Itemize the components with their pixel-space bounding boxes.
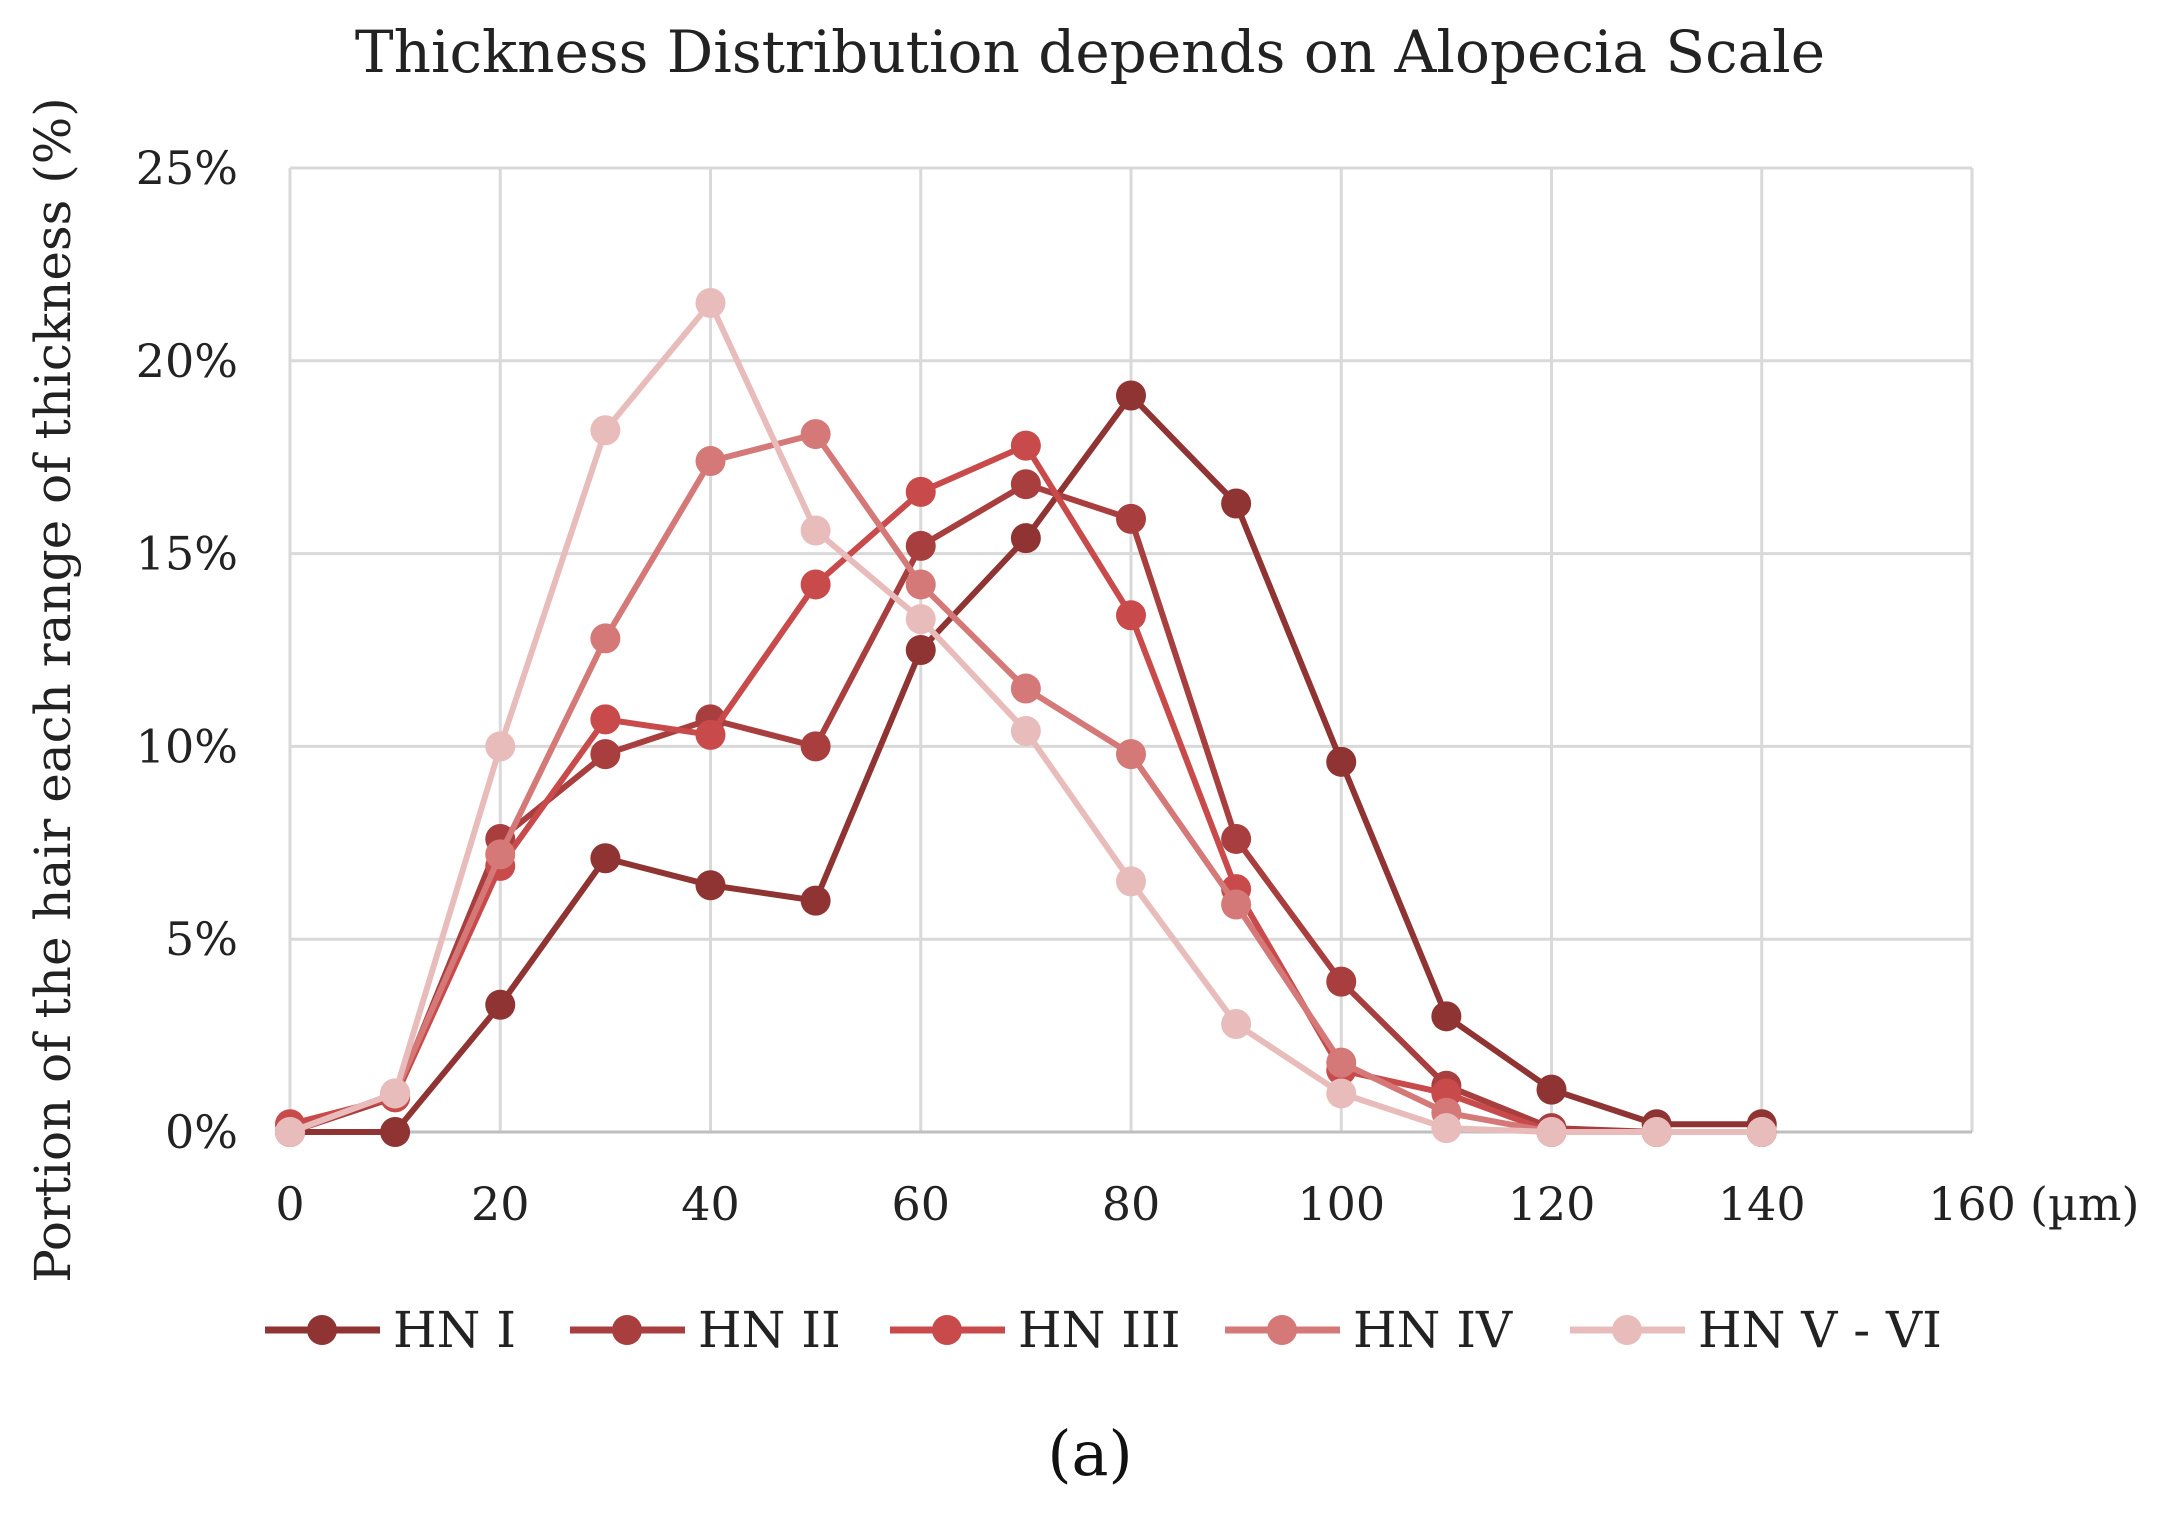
y-tick-label: 10% — [136, 719, 238, 773]
series-line — [290, 392, 1762, 1135]
data-point — [1431, 1113, 1462, 1144]
data-point — [1641, 1117, 1672, 1147]
legend-label: HN II — [698, 1301, 841, 1359]
data-point — [1221, 488, 1252, 519]
legend-item: HN III — [890, 1301, 1181, 1359]
data-point — [1010, 469, 1041, 500]
x-tick-label: 100 — [1297, 1177, 1385, 1231]
x-tick-label: 80 — [1102, 1177, 1161, 1231]
legend-marker — [307, 1315, 337, 1345]
data-point — [590, 843, 621, 874]
data-point — [485, 989, 516, 1020]
data-point — [800, 419, 831, 450]
grid — [288, 166, 1974, 1134]
data-point — [1116, 739, 1146, 770]
legend-marker — [1612, 1315, 1642, 1345]
legend-marker — [1267, 1315, 1297, 1345]
x-tick-label: 0 — [275, 1177, 304, 1231]
data-point — [1116, 503, 1146, 534]
x-axis-ticks: 0 20 40 60 80 100 120 140 160 — [275, 1177, 2016, 1231]
legend-item: HN IV — [1225, 1301, 1513, 1359]
data-point — [1116, 380, 1146, 411]
data-point — [695, 287, 726, 318]
data-point — [695, 719, 726, 750]
data-point — [1326, 1078, 1357, 1109]
data-point — [1221, 823, 1252, 854]
panel-label: (a) — [1047, 1417, 1132, 1490]
y-tick-label: 20% — [136, 334, 238, 388]
chart-title: Thickness Distribution depends on Alopec… — [355, 18, 1825, 86]
series-line — [289, 481, 1762, 1135]
data-point — [800, 515, 831, 546]
legend-marker — [612, 1315, 642, 1345]
legend-item: HN V - VI — [1570, 1301, 1942, 1359]
data-point — [905, 635, 936, 665]
data-point — [1010, 523, 1041, 554]
x-tick-label: 60 — [891, 1177, 950, 1231]
legend-label: HN V - VI — [1698, 1301, 1942, 1359]
data-point — [1010, 673, 1041, 704]
data-point — [1116, 600, 1146, 631]
x-tick-label: 40 — [681, 1177, 740, 1231]
y-axis-label: Portion of the hair each range of thickn… — [24, 97, 82, 1283]
data-point — [485, 839, 516, 870]
data-point — [800, 731, 831, 762]
legend-label: HN III — [1018, 1301, 1181, 1359]
data-point — [1326, 1047, 1357, 1078]
data-point — [1221, 889, 1252, 920]
x-tick-label: 140 — [1718, 1177, 1806, 1231]
y-tick-label: 5% — [165, 912, 238, 966]
legend-item: HN II — [570, 1301, 841, 1359]
data-point — [800, 569, 831, 600]
legend-label: HN IV — [1353, 1301, 1513, 1359]
data-point — [1326, 966, 1357, 997]
data-point — [1116, 866, 1146, 897]
data-point — [1431, 1001, 1462, 1032]
data-point — [1536, 1117, 1567, 1147]
data-point — [590, 415, 621, 446]
data-point — [590, 704, 621, 735]
data-point — [695, 870, 726, 901]
x-axis-unit-label: (µm) — [2030, 1177, 2139, 1231]
y-tick-label: 15% — [136, 527, 238, 581]
legend-marker — [932, 1315, 962, 1345]
y-tick-label: 25% — [136, 141, 238, 195]
data-point — [905, 476, 936, 507]
x-tick-label: 20 — [471, 1177, 530, 1231]
data-point — [590, 739, 621, 770]
legend-label: HN I — [393, 1301, 516, 1359]
x-tick-label: 160 — [1928, 1177, 2016, 1231]
data-point — [1221, 1009, 1252, 1040]
data-point — [1536, 1074, 1567, 1105]
data-point — [275, 1117, 305, 1147]
data-point — [590, 623, 621, 654]
data-point — [695, 446, 726, 477]
data-point — [905, 530, 936, 561]
data-point — [1746, 1117, 1777, 1147]
y-axis-ticks: 0% 5% 10% 15% 20% 25% — [136, 141, 238, 1159]
legend-item: HN I — [265, 1301, 516, 1359]
legend: HN I HN II HN III HN IV HN V - VI — [265, 1301, 1942, 1359]
data-point — [1010, 715, 1041, 746]
data-point — [485, 731, 516, 762]
series-4 — [275, 287, 1777, 1147]
data-point — [905, 569, 936, 600]
data-point — [1326, 746, 1357, 777]
data-point — [905, 604, 936, 635]
x-tick-label: 120 — [1508, 1177, 1596, 1231]
y-tick-label: 0% — [165, 1105, 238, 1159]
series-layer — [275, 287, 1777, 1147]
data-point — [1010, 430, 1041, 461]
data-point — [380, 1078, 411, 1109]
data-point — [380, 1117, 411, 1147]
data-point — [800, 885, 831, 916]
